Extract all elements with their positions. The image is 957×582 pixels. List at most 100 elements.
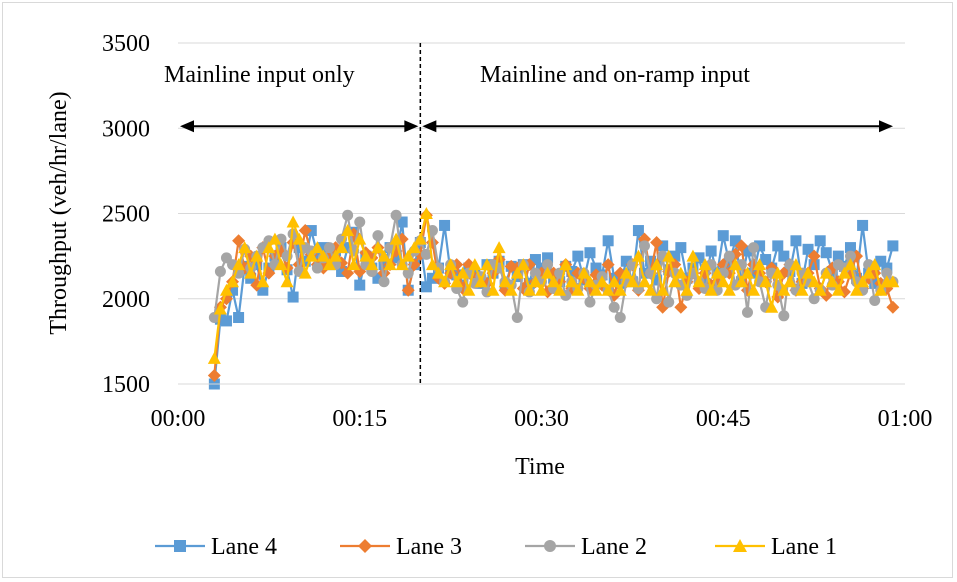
data-point [553,283,567,296]
data-point [396,216,408,228]
data-point [413,232,427,245]
legend-label: Lane 1 [771,534,837,560]
data-point [753,258,767,271]
data-point [462,283,476,296]
data-point [365,258,379,271]
data-point [620,255,632,267]
data-point [602,235,614,247]
data-point [419,207,433,219]
data-point [529,254,541,266]
data-point [232,234,246,248]
data-point [595,275,609,288]
data-point [402,267,414,279]
data-point [704,283,718,296]
arrow-mainline-and-ramp-head-left [422,120,437,133]
data-point [510,266,524,279]
data-point [542,252,554,264]
data-point [674,266,688,279]
data-point [760,254,772,266]
data-point [723,257,735,269]
data-point [625,275,639,288]
data-point [401,283,415,297]
data-point [353,232,367,245]
data-point [717,230,729,242]
data-point [486,283,500,296]
data-point [329,249,343,262]
data-point [813,283,827,296]
data-point [268,232,282,245]
data-point [565,275,579,288]
data-point [748,242,760,254]
data-point [741,245,753,257]
x-tick-label: 00:15 [332,406,387,432]
data-point [504,283,518,296]
data-point [772,240,784,252]
data-point [220,315,232,327]
region-arrows [180,120,893,133]
data-point [257,284,269,296]
data-point [256,275,270,288]
data-point [650,258,664,271]
data-point [631,249,645,262]
data-point [692,275,706,288]
data-point [401,249,415,262]
data-point [886,275,900,288]
data-point [723,250,735,262]
data-point [759,275,773,288]
data-point [734,275,748,288]
data-point [777,283,791,296]
data-point [862,266,876,279]
series-lane-1 [207,207,900,364]
data-point [492,241,506,254]
y-tick-label: 2000 [102,287,150,313]
data-point [390,209,402,221]
data-point [874,283,888,296]
data-point [819,266,833,279]
legend-item-lane-4: Lane 4 [155,534,277,560]
data-point [820,247,832,259]
data-point [832,250,844,262]
data-point [317,242,329,254]
data-point [372,230,384,242]
y-tick-label: 2500 [102,202,150,228]
data-point [571,283,585,296]
data-point [372,272,384,284]
data-point [354,216,366,228]
data-point [262,241,276,254]
series-lane-4 [208,216,899,390]
data-point [740,266,754,279]
data-point [389,232,403,245]
data-point [323,242,335,254]
data-point [674,300,688,314]
data-point [274,258,288,271]
data-point [584,247,596,259]
data-point [650,235,664,249]
data-point [207,368,221,382]
data-point [456,266,470,279]
data-point [238,241,252,254]
y-tick-label: 3000 [102,116,150,142]
data-point [474,275,488,288]
data-point [511,312,523,324]
legend-item-lane-1: Lane 1 [715,534,837,560]
data-point [722,283,736,296]
data-point [420,281,432,293]
data-point [638,240,650,252]
data-point [584,296,596,308]
data-point [831,283,845,296]
data-point [341,224,355,237]
data-point [395,258,409,271]
data-point [390,252,402,264]
data-point [226,275,240,288]
series-layer [207,207,900,390]
data-point [468,258,482,271]
legend-label: Lane 3 [396,534,462,560]
legend-marker [544,540,556,552]
data-point [686,249,700,262]
data-point [371,241,385,254]
data-point [741,306,753,318]
data-point [547,275,561,288]
data-point [336,265,348,277]
data-point [734,239,748,253]
